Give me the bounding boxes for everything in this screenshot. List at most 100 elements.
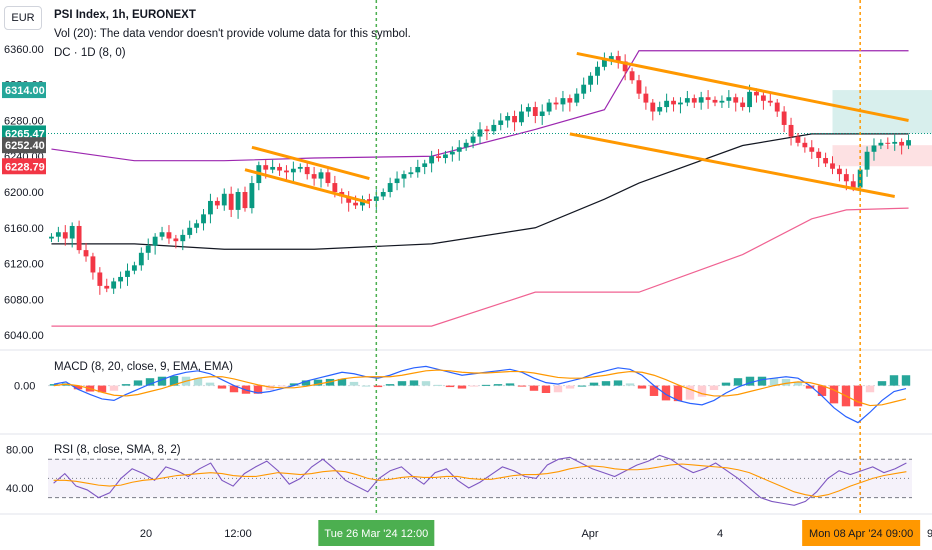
- candle-body: [760, 95, 766, 101]
- rsi-title[interactable]: RSI (8, close, SMA, 8, 2): [54, 444, 181, 456]
- candle-body: [705, 97, 711, 100]
- macd-histogram-bar: [565, 385, 575, 389]
- candle-body: [422, 163, 428, 167]
- candle-body: [436, 156, 441, 159]
- candle-body: [574, 93, 580, 103]
- candle-body: [678, 102, 683, 105]
- macd-histogram-bar: [637, 385, 647, 389]
- candle-body: [636, 80, 642, 94]
- candle-body: [104, 285, 110, 289]
- macd-histogram-bar: [397, 381, 407, 386]
- macd-histogram-bar: [49, 384, 59, 386]
- candle-body: [332, 183, 338, 192]
- orange-date-label: Mon 08 Apr '24 09:00: [809, 528, 913, 540]
- candle-body: [456, 147, 462, 152]
- candle-body: [194, 223, 200, 228]
- macd-histogram-bar: [337, 378, 347, 386]
- candle-body: [601, 59, 607, 67]
- macd-histogram-bar: [361, 385, 371, 387]
- price-tick-label: 6200.00: [4, 187, 44, 199]
- candle-body: [111, 281, 117, 289]
- price-badge: [2, 137, 46, 154]
- candle-body: [671, 100, 676, 105]
- candle-body: [145, 245, 151, 253]
- dc-basis-line: [51, 133, 909, 250]
- candle-body: [864, 151, 870, 170]
- macd-histogram-bar: [877, 381, 887, 386]
- candle-body: [90, 256, 96, 273]
- macd-histogram-bar: [217, 385, 227, 389]
- macd-histogram-bar: [589, 382, 599, 386]
- candle-body: [747, 91, 752, 108]
- macd-histogram-bar: [457, 385, 467, 389]
- channel-line: [251, 145, 370, 181]
- candle-body: [878, 142, 884, 146]
- candle-body: [719, 100, 725, 103]
- candle-body: [830, 163, 835, 169]
- candle-body: [664, 100, 670, 108]
- candle-body: [394, 178, 400, 184]
- macd-line: [53, 365, 907, 424]
- macd-histogram-bar: [205, 382, 215, 386]
- price-tick-label: 6360.00: [4, 44, 44, 56]
- macd-histogram-bar: [709, 385, 719, 391]
- candle-body: [201, 214, 206, 224]
- macd-histogram-bar: [157, 376, 167, 386]
- macd-histogram-bar: [169, 375, 179, 386]
- candle-body: [885, 142, 891, 144]
- candle-body: [698, 97, 704, 103]
- position-target-zone: [832, 90, 932, 134]
- price-panel[interactable]: 6360.006320.006280.006240.006200.006160.…: [2, 0, 932, 514]
- macd-histogram-bar: [577, 385, 587, 387]
- candle-body: [892, 141, 898, 144]
- candle-body: [629, 71, 635, 81]
- dc-indicator-label[interactable]: DC · 1D (8, 0): [54, 47, 126, 59]
- macd-histogram-bar: [853, 385, 863, 407]
- candle-body: [221, 193, 227, 206]
- macd-histogram-bar: [493, 384, 503, 386]
- candle-body: [608, 56, 614, 60]
- candle-body: [802, 142, 808, 148]
- candle-body: [180, 234, 186, 242]
- candle-body: [823, 158, 829, 164]
- macd-histogram-bar: [121, 384, 131, 386]
- candle-body: [208, 200, 213, 215]
- macd-histogram-bar: [649, 385, 659, 396]
- candle-body: [187, 227, 193, 235]
- candle-body: [470, 136, 476, 143]
- candle-body: [539, 111, 545, 116]
- candle-body: [290, 168, 296, 173]
- candle-body: [477, 129, 483, 137]
- candle-body: [159, 232, 165, 237]
- macd-histogram-bar: [265, 385, 275, 391]
- candle-body: [726, 97, 732, 101]
- macd-histogram-bar: [289, 383, 299, 386]
- macd-histogram-bar: [481, 384, 491, 386]
- candle-body: [622, 61, 628, 72]
- macd-histogram-bar: [145, 378, 155, 386]
- candle-body: [311, 174, 317, 179]
- macd-histogram-bar: [349, 381, 359, 386]
- candle-body: [684, 98, 690, 103]
- rsi-panel[interactable]: 80.00 40.00: [6, 445, 912, 506]
- candle-body: [843, 174, 849, 182]
- macd-histogram-bar: [889, 375, 899, 386]
- macd-panel[interactable]: 0.00: [14, 365, 912, 424]
- candle-body: [567, 98, 573, 103]
- price-tick-label: 6120.00: [4, 259, 44, 271]
- candle-body: [214, 200, 220, 206]
- currency-selector[interactable]: EUR: [4, 6, 42, 30]
- candle-body: [525, 107, 531, 112]
- candle-body: [49, 236, 54, 239]
- candle-body: [484, 129, 490, 132]
- dc-upper-line: [51, 50, 909, 162]
- macd-histogram-bar: [769, 378, 779, 386]
- time-tick-label: 20: [140, 528, 152, 540]
- macd-histogram-bar: [445, 385, 455, 388]
- macd-title[interactable]: MACD (8, 20, close, 9, EMA, EMA): [54, 361, 233, 373]
- candle-body: [781, 111, 787, 125]
- channel-line: [576, 51, 909, 122]
- macd-histogram-bar: [793, 381, 803, 386]
